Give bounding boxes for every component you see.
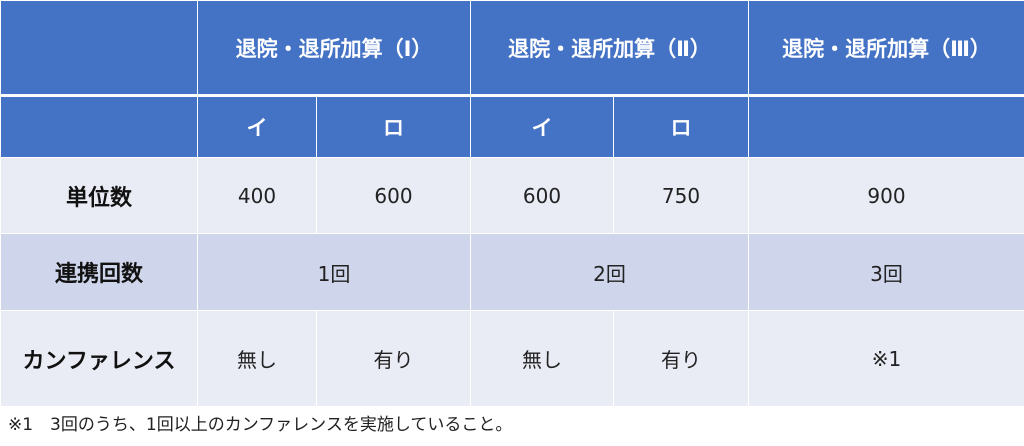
header-group-3: 退院・退所加算（Ⅲ） (748, 0, 1024, 97)
addition-table: 退院・退所加算（Ⅰ） 退院・退所加算（Ⅱ） 退院・退所加算（Ⅲ） イ ロ イ ロ… (0, 0, 1024, 407)
row-label: 単位数 (0, 157, 198, 234)
row-label: 連携回数 (0, 233, 198, 311)
cell: ※1 (748, 310, 1024, 407)
sub-header-empty (748, 95, 1024, 158)
cell: 無し (470, 310, 615, 407)
corner-cell-2 (0, 95, 198, 158)
cell: 有り (613, 310, 750, 407)
sub-header: イ (470, 95, 615, 158)
footnote: ※1 3回のうち、1回以上のカンファレンスを実施していること。 (8, 415, 513, 435)
sub-header: ロ (613, 95, 750, 158)
sub-header: ロ (315, 95, 472, 158)
header-group-1: 退院・退所加算（Ⅰ） (196, 0, 472, 97)
cell: 750 (613, 157, 750, 234)
cell: 無し (197, 310, 317, 407)
corner-cell (0, 0, 198, 97)
header-group-2: 退院・退所加算（Ⅱ） (470, 0, 750, 97)
cell: 2回 (470, 233, 750, 311)
cell: 900 (748, 157, 1024, 234)
cell: 1回 (196, 233, 472, 311)
cell: 3回 (748, 233, 1024, 311)
cell: 有り (315, 310, 472, 407)
table-row-units: 単位数 400 600 600 750 900 (0, 157, 1024, 234)
row-label: カンファレンス (0, 310, 198, 407)
table-row-coop: 連携回数 1回 2回 3回 (0, 233, 1024, 311)
sub-header: イ (197, 95, 317, 158)
cell: 400 (197, 157, 317, 234)
cell: 600 (470, 157, 615, 234)
cell: 600 (315, 157, 472, 234)
table-row-conference: カンファレンス 無し 有り 無し 有り ※1 (0, 310, 1024, 407)
